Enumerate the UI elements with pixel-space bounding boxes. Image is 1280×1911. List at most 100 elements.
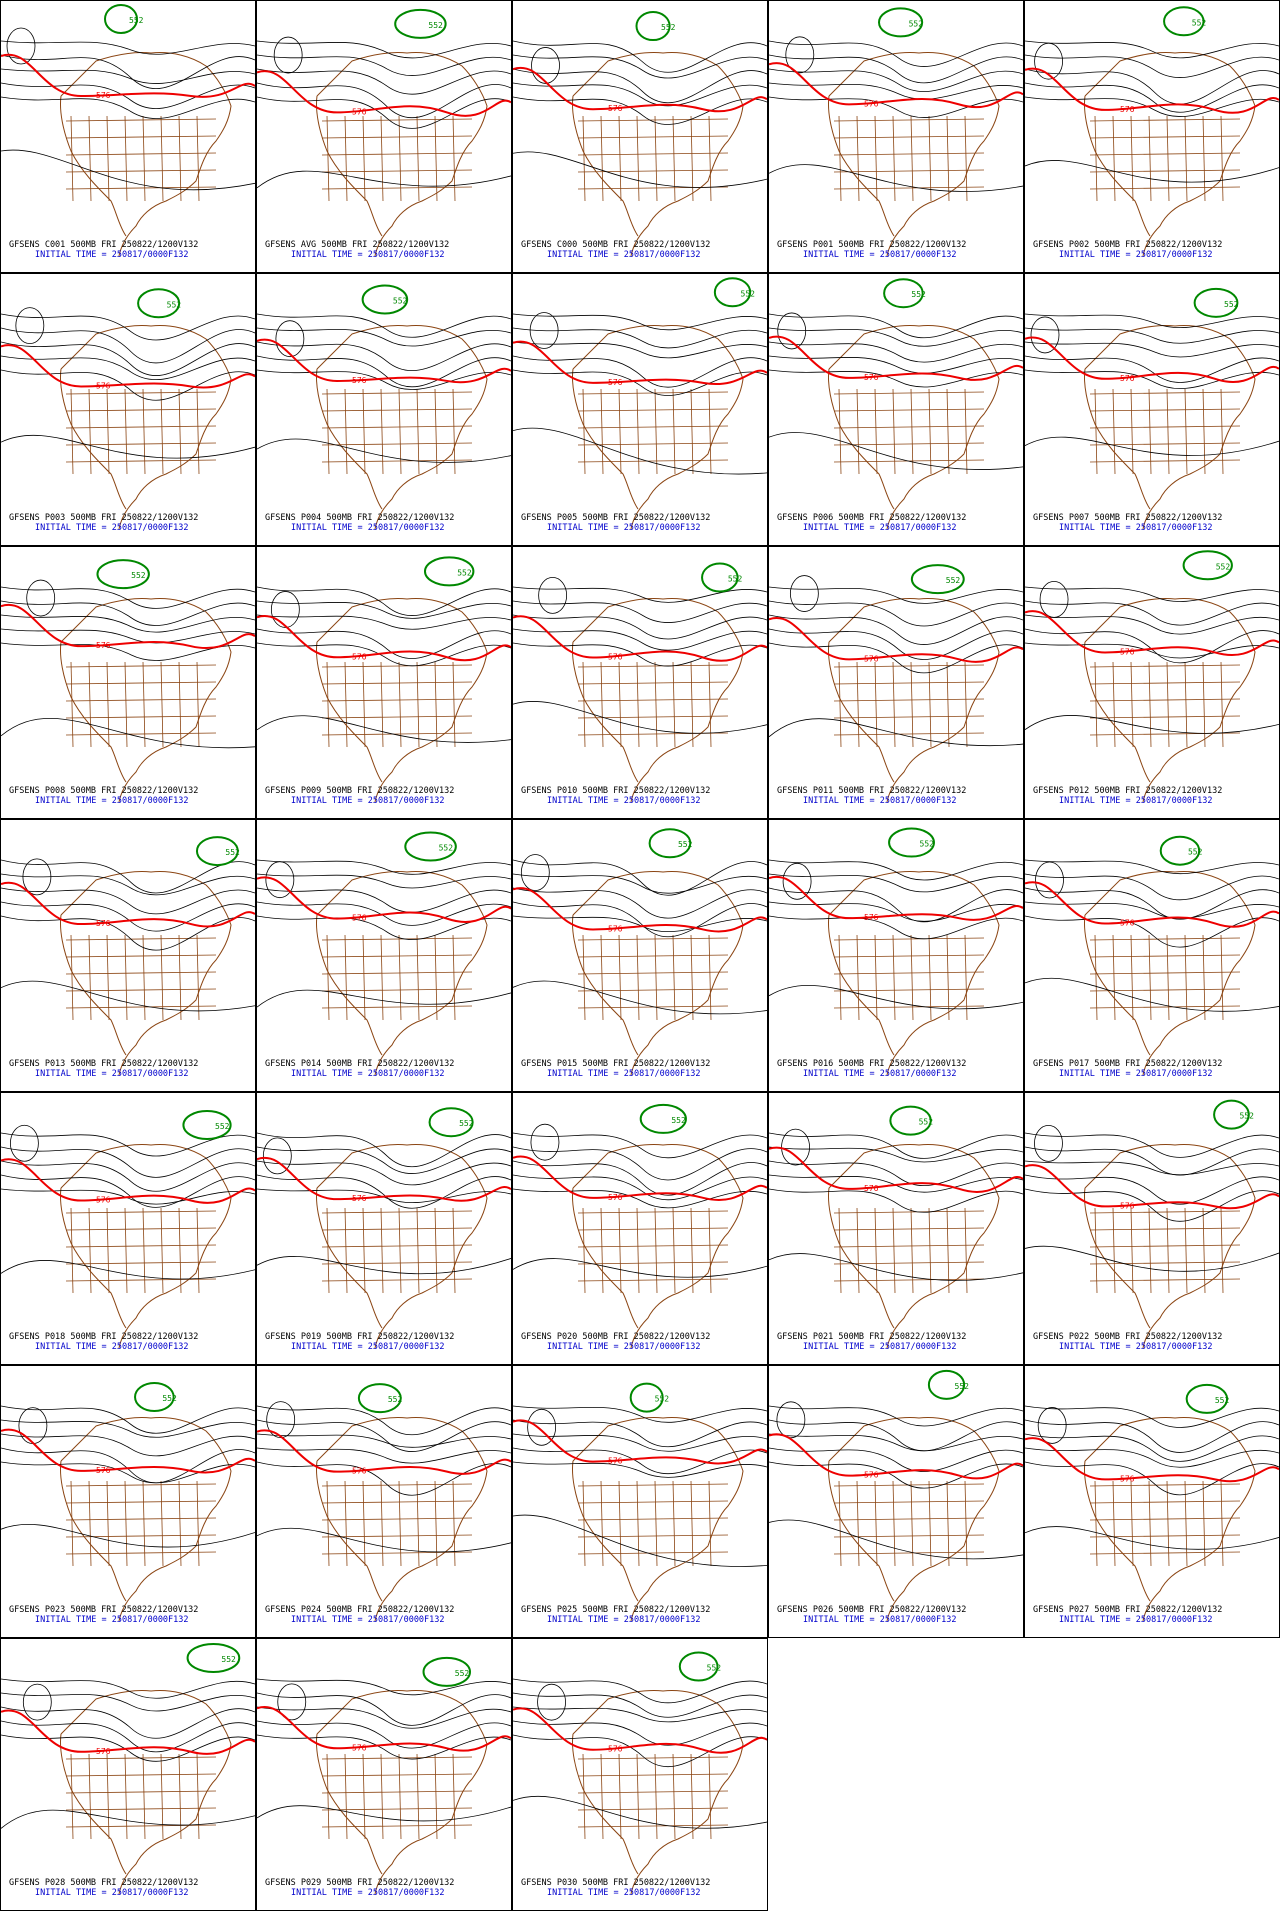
low-contour bbox=[785, 36, 815, 74]
state-line bbox=[70, 388, 74, 475]
contour-label: 576 bbox=[608, 1745, 623, 1754]
state-line bbox=[362, 1480, 366, 1567]
contour-label: 576 bbox=[352, 914, 367, 923]
state-line bbox=[416, 1753, 420, 1840]
state-line bbox=[398, 661, 402, 748]
state-line bbox=[1184, 934, 1188, 1021]
contour-552 bbox=[648, 828, 692, 859]
state-line bbox=[321, 971, 473, 975]
state-line bbox=[708, 1753, 712, 1840]
contour-label: 576 bbox=[96, 641, 111, 650]
state-line bbox=[321, 425, 473, 429]
state-line bbox=[321, 1517, 473, 1521]
contour-label: 552 bbox=[1215, 1396, 1230, 1405]
state-line bbox=[1166, 115, 1170, 202]
map-panel: 576 552 GFSENS AVG 500MB FRI 250822/1200V1… bbox=[256, 0, 512, 273]
state-line bbox=[106, 934, 110, 1021]
contour bbox=[257, 369, 511, 390]
state-line bbox=[672, 115, 676, 202]
contour-552 bbox=[1193, 287, 1239, 318]
contour bbox=[1, 1692, 255, 1712]
panel-label: GFSENS P023 500MB FRI 250822/1200V132 bbox=[9, 1605, 198, 1615]
state-line bbox=[124, 115, 128, 202]
contour bbox=[257, 1146, 511, 1174]
contour bbox=[513, 82, 767, 107]
low-contour bbox=[265, 861, 295, 899]
state-line bbox=[910, 1480, 914, 1567]
state-line bbox=[833, 937, 985, 941]
state-line bbox=[65, 1244, 217, 1248]
contour bbox=[257, 341, 511, 372]
contour-576 bbox=[769, 875, 1023, 921]
state-line bbox=[88, 661, 92, 748]
state-line bbox=[178, 1480, 182, 1567]
state-line bbox=[577, 1790, 729, 1794]
state-line bbox=[398, 115, 402, 202]
contour bbox=[1, 642, 255, 661]
panel-label: GFSENS P017 500MB FRI 250822/1200V132 bbox=[1033, 1059, 1222, 1069]
state-line bbox=[946, 115, 950, 202]
state-line bbox=[88, 388, 92, 475]
state-line bbox=[380, 115, 384, 202]
panel-label: GFSENS P003 500MB FRI 250822/1200V132 bbox=[9, 513, 198, 523]
state-line bbox=[1220, 115, 1224, 202]
map: 576 552 GFSENS P004 500MB FRI 250822/1200V… bbox=[257, 284, 511, 533]
state-line bbox=[833, 1500, 985, 1504]
contour-552 bbox=[1159, 835, 1201, 866]
contour bbox=[1, 1188, 255, 1205]
contour bbox=[513, 54, 767, 79]
state-line bbox=[577, 442, 729, 446]
contour-label: 576 bbox=[1120, 918, 1135, 927]
coastline bbox=[572, 325, 744, 530]
contour-label: 552 bbox=[741, 289, 756, 298]
contour-576 bbox=[257, 614, 511, 662]
contour bbox=[1025, 327, 1279, 344]
state-line bbox=[636, 1753, 640, 1840]
state-line bbox=[690, 115, 694, 202]
state-line bbox=[344, 934, 348, 1021]
contour bbox=[513, 313, 767, 331]
contour bbox=[513, 1405, 767, 1423]
map: 576 552 GFSENS P008 500MB FRI 250822/1200V… bbox=[1, 559, 255, 806]
contour bbox=[1, 355, 255, 380]
state-line bbox=[65, 1551, 217, 1555]
state-line bbox=[600, 1753, 604, 1840]
contour bbox=[1025, 1461, 1279, 1496]
contour bbox=[513, 96, 767, 125]
state-line bbox=[380, 934, 384, 1021]
contour-576 bbox=[257, 876, 511, 923]
state-line bbox=[321, 186, 473, 190]
state-line bbox=[577, 459, 729, 463]
map: 576 552 GFSENS P013 500MB FRI 250822/1200V… bbox=[1, 836, 255, 1079]
state-line bbox=[65, 135, 217, 139]
state-line bbox=[434, 1207, 438, 1294]
contour bbox=[257, 1734, 511, 1760]
contour-576 bbox=[1025, 1164, 1279, 1210]
state-line bbox=[65, 1227, 217, 1231]
state-line bbox=[708, 388, 712, 475]
state-line bbox=[321, 118, 473, 122]
state-line bbox=[833, 732, 985, 736]
map: 576 552 GFSENS P023 500MB FRI 250822/1200V… bbox=[1, 1382, 255, 1625]
state-line bbox=[178, 661, 182, 748]
state-line bbox=[833, 425, 985, 429]
map-panel: 576 552 GFSENS P015 500MB FRI 250822/1200V… bbox=[512, 819, 768, 1092]
contour-552 bbox=[428, 1107, 474, 1138]
contour bbox=[257, 715, 511, 743]
state-line bbox=[398, 388, 402, 475]
state-line bbox=[690, 1207, 694, 1294]
state-line bbox=[321, 1773, 473, 1777]
contour bbox=[769, 614, 1023, 645]
contour bbox=[257, 1188, 511, 1203]
contour bbox=[1, 341, 255, 377]
map-panel: 576 552 GFSENS P004 500MB FRI 250822/1200V… bbox=[256, 273, 512, 546]
state-line bbox=[65, 1210, 217, 1214]
contour-label: 576 bbox=[352, 1467, 367, 1476]
state-line bbox=[1112, 661, 1116, 748]
contour-576 bbox=[513, 66, 767, 113]
contour bbox=[769, 1519, 1023, 1560]
contour bbox=[1025, 40, 1279, 59]
state-line bbox=[577, 1261, 729, 1265]
state-line bbox=[452, 1207, 456, 1294]
contour bbox=[1, 54, 255, 90]
